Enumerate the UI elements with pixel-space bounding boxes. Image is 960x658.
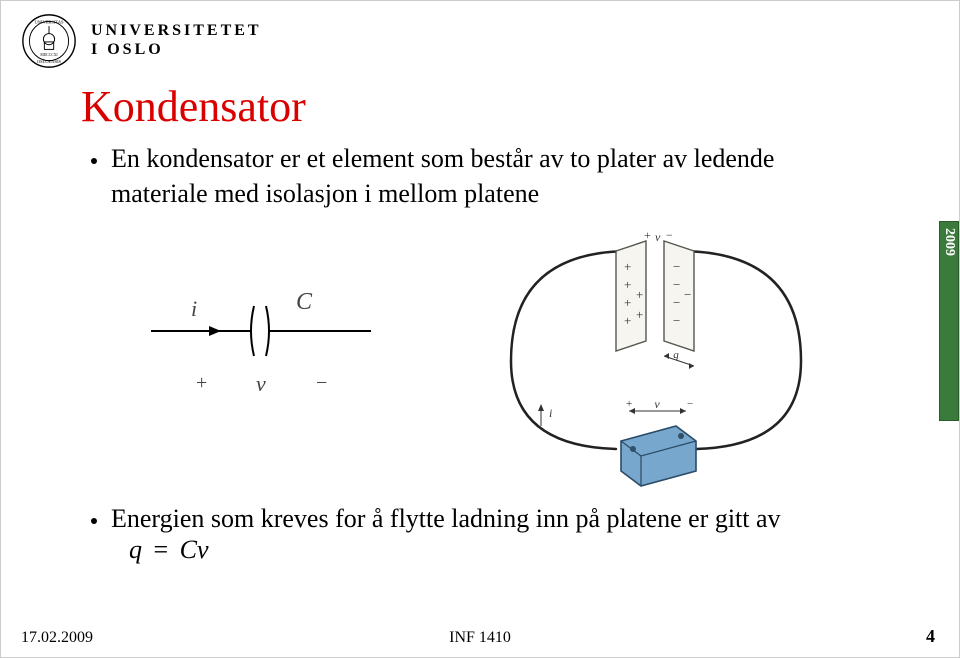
svg-text:v: v: [654, 397, 660, 411]
page-title: Kondensator: [81, 81, 306, 132]
svg-text:OSLOENSIS: OSLOENSIS: [37, 59, 62, 64]
bullet-2: Energien som kreves for å flytte ladning…: [111, 501, 871, 536]
year-tab: 2009: [939, 221, 959, 421]
formula: q = Cv: [129, 535, 209, 565]
svg-text:−: −: [687, 398, 693, 410]
university-seal-icon: UNIVERSITAS OSLOENSIS MDCCCXI: [21, 13, 77, 69]
svg-text:i: i: [549, 406, 552, 420]
svg-text:+: +: [624, 259, 631, 274]
label-i: i: [191, 296, 197, 321]
svg-text:−: −: [673, 295, 680, 310]
footer-page-number: 4: [926, 626, 935, 647]
svg-text:−: −: [673, 259, 680, 274]
university-name-line1: UNIVERSITETET: [91, 22, 262, 41]
capacitor-physical-diagram: + v − + + + + + + − − − − − q: [481, 231, 831, 491]
label-minus: −: [316, 372, 327, 394]
svg-text:+: +: [636, 287, 643, 302]
label-C: C: [296, 289, 313, 315]
svg-text:+: +: [644, 231, 651, 242]
svg-text:UNIVERSITAS: UNIVERSITAS: [35, 19, 64, 24]
year-tab-label: 2009: [941, 228, 957, 256]
svg-text:+: +: [626, 398, 632, 410]
formula-C: C: [180, 535, 197, 564]
formula-v: v: [197, 535, 209, 564]
svg-text:+: +: [624, 313, 631, 328]
svg-text:+: +: [624, 277, 631, 292]
svg-text:+: +: [624, 295, 631, 310]
svg-text:v: v: [655, 231, 661, 244]
svg-text:−: −: [673, 277, 680, 292]
capacitor-symbol-diagram: i C + v −: [131, 261, 411, 421]
diagrams: i C + v − + v − + + +: [81, 231, 881, 491]
formula-eq: =: [149, 535, 174, 564]
slide: UNIVERSITAS OSLOENSIS MDCCCXI UNIVERSITE…: [0, 0, 960, 658]
footer-date: 17.02.2009: [21, 629, 93, 647]
svg-text:−: −: [684, 287, 691, 302]
university-name-line2: I OSLO: [91, 41, 262, 60]
svg-text:q: q: [673, 349, 679, 361]
svg-text:+: +: [636, 307, 643, 322]
label-v: v: [256, 371, 266, 396]
footer-course: INF 1410: [449, 629, 511, 647]
university-name: UNIVERSITETET I OSLO: [91, 22, 262, 60]
label-plus: +: [196, 372, 207, 394]
bullet-1: En kondensator er et element som består …: [111, 141, 871, 211]
formula-q: q: [129, 535, 142, 564]
header: UNIVERSITAS OSLOENSIS MDCCCXI UNIVERSITE…: [21, 13, 262, 69]
svg-text:MDCCCXI: MDCCCXI: [40, 53, 58, 57]
svg-text:−: −: [666, 231, 673, 242]
svg-text:−: −: [673, 313, 680, 328]
